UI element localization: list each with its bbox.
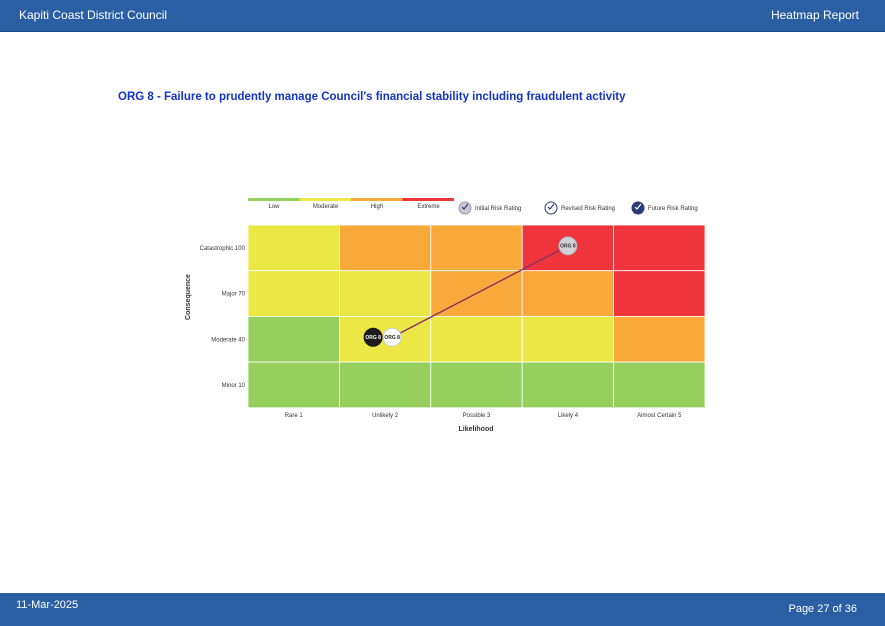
heatmap-cell-low [430,361,523,409]
check-icon [634,203,642,210]
risk-heatmap: Low Moderate High Extreme Initial Risk Rati… [185,198,706,433]
y-axis-title: Consequence [185,274,192,320]
y-tick-label: Moderate 40 [211,337,245,343]
scale-legend-label: Moderate [313,204,339,210]
x-axis-title: Likelihood [459,426,494,433]
x-tick-label: Almost Certain 5 [637,413,682,419]
scale-legend-swatch [299,198,351,201]
heatmap-cell-high [613,316,706,363]
page-header: Kapiti Coast District Council Heatmap Re… [0,0,885,32]
heatmap-cell-extreme [613,270,706,317]
heatmap-cell-moderate [338,270,432,317]
rating-legend-label: Revised Risk Rating [561,206,615,212]
rating-legend: Initial Risk Rating Revised Risk Rating Fu… [458,201,698,215]
heatmap-cell-moderate [521,316,615,363]
heatmap-cell-moderate [338,316,432,363]
risk-trend-line [391,245,569,338]
risk-marker [382,327,402,347]
scale-legend-swatch [248,198,300,201]
heatmap-grid [247,224,706,409]
scale-legend-swatch [351,198,403,201]
page-number: Page 27 of 36 [788,603,857,615]
report-date: 11-Mar-2025 [16,599,79,611]
risk-marker [363,327,383,347]
x-axis-labels: Rare 1 Unlikely 2 Possible 3 Likely 4 Almost… [285,413,682,419]
y-tick-label: Catastrophic 100 [200,246,246,252]
risk-marker-label: ORG 8 [365,335,381,341]
heatmap-cell-moderate [247,270,340,317]
risk-marker-label: ORG 8 [560,244,576,250]
heatmap-cell-low [247,361,340,409]
heatmap-cell-low [247,316,340,363]
heatmap-cell-moderate [247,224,340,272]
heatmap-cell-low [613,361,706,409]
x-tick-label: Rare 1 [285,413,304,419]
page-footer: 11-Mar-2025 Page 27 of 36 [0,593,885,626]
heatmap-cell-high [430,224,523,272]
heatmap-cell-low [338,361,432,409]
y-tick-label: Major 70 [222,292,246,298]
risk-marker [558,236,578,256]
org-name: Kapiti Coast District Council [19,8,168,22]
scale-legend-label: Low [268,204,280,210]
heatmap-cell-high [521,270,615,317]
x-tick-label: Unlikely 2 [372,413,399,419]
rating-legend-label: Future Risk Rating [648,206,698,212]
heatmap-cell-low [521,361,615,409]
check-icon [547,203,555,210]
check-icon [461,203,469,210]
risk-marker-label: ORG 8 [384,335,400,341]
rating-legend-label: Initial Risk Rating [475,206,521,212]
risk-title: ORG 8 - Failure to prudently manage Coun… [118,91,626,103]
x-tick-label: Possible 3 [463,413,491,419]
heatmap-cell-extreme [613,224,706,272]
scale-legend-label: High [371,204,383,210]
scale-legend-swatch [402,198,454,201]
x-tick-label: Likely 4 [558,413,579,419]
heatmap-cell-high [338,224,432,272]
heatmap-cell-moderate [430,316,523,363]
scale-legend: Low Moderate High Extreme [248,198,454,210]
y-tick-label: Minor 10 [222,383,246,389]
y-axis-labels: Catastrophic 100 Major 70 Moderate 40 Minor… [200,246,246,389]
scale-legend-label: Extreme [417,204,440,210]
report-name: Heatmap Report [770,8,859,22]
